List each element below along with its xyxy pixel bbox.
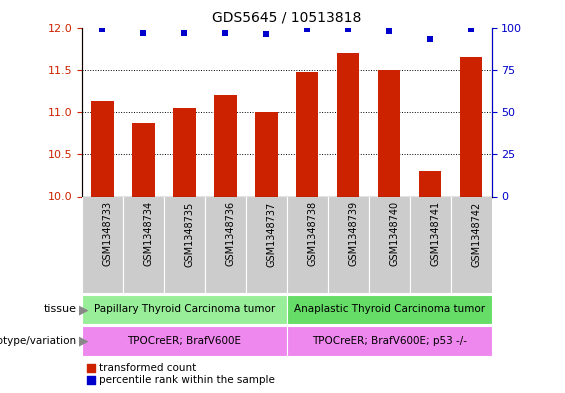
Text: GSM1348742: GSM1348742 bbox=[471, 201, 481, 266]
Bar bbox=[328, 196, 369, 293]
Text: tissue: tissue bbox=[44, 305, 76, 314]
Text: Anaplastic Thyroid Carcinoma tumor: Anaplastic Thyroid Carcinoma tumor bbox=[294, 305, 485, 314]
Point bbox=[385, 28, 394, 34]
Bar bbox=[369, 196, 410, 293]
Text: GSM1348738: GSM1348738 bbox=[307, 201, 317, 266]
Point bbox=[221, 29, 230, 36]
Point bbox=[467, 26, 476, 32]
Text: GSM1348735: GSM1348735 bbox=[184, 201, 194, 266]
Legend: transformed count, percentile rank within the sample: transformed count, percentile rank withi… bbox=[87, 363, 275, 385]
Bar bbox=[287, 295, 492, 324]
Text: GSM1348734: GSM1348734 bbox=[144, 201, 153, 266]
Bar bbox=[410, 196, 451, 293]
Bar bbox=[82, 295, 287, 324]
Bar bbox=[337, 53, 359, 196]
Bar bbox=[205, 196, 246, 293]
Bar bbox=[296, 72, 319, 196]
Text: GSM1348740: GSM1348740 bbox=[389, 201, 399, 266]
Point bbox=[98, 26, 107, 32]
Bar bbox=[378, 70, 401, 196]
Bar bbox=[82, 326, 287, 356]
Bar bbox=[82, 196, 123, 293]
Text: GSM1348741: GSM1348741 bbox=[430, 201, 440, 266]
Text: TPOCreER; BrafV600E: TPOCreER; BrafV600E bbox=[127, 336, 241, 346]
Bar bbox=[287, 326, 492, 356]
Text: genotype/variation: genotype/variation bbox=[0, 336, 76, 346]
Bar bbox=[123, 196, 164, 293]
Bar bbox=[173, 108, 195, 196]
Bar bbox=[214, 95, 237, 196]
Point bbox=[303, 26, 312, 32]
Bar bbox=[287, 196, 328, 293]
Point bbox=[425, 36, 434, 42]
Bar bbox=[451, 196, 492, 293]
Bar bbox=[91, 101, 114, 196]
Text: TPOCreER; BrafV600E; p53 -/-: TPOCreER; BrafV600E; p53 -/- bbox=[312, 336, 467, 346]
Bar bbox=[164, 196, 205, 293]
Bar bbox=[132, 123, 155, 196]
Text: ▶: ▶ bbox=[79, 303, 89, 316]
Text: Papillary Thyroid Carcinoma tumor: Papillary Thyroid Carcinoma tumor bbox=[94, 305, 275, 314]
Bar bbox=[460, 57, 483, 196]
Point bbox=[180, 29, 189, 36]
Title: GDS5645 / 10513818: GDS5645 / 10513818 bbox=[212, 11, 362, 25]
Point bbox=[262, 31, 271, 37]
Text: GSM1348739: GSM1348739 bbox=[348, 201, 358, 266]
Bar bbox=[255, 112, 277, 196]
Point bbox=[139, 29, 148, 36]
Text: GSM1348733: GSM1348733 bbox=[102, 201, 112, 266]
Text: GSM1348736: GSM1348736 bbox=[225, 201, 235, 266]
Text: GSM1348737: GSM1348737 bbox=[266, 201, 276, 266]
Bar bbox=[246, 196, 287, 293]
Point bbox=[344, 26, 353, 32]
Text: ▶: ▶ bbox=[79, 334, 89, 347]
Bar bbox=[419, 171, 441, 196]
